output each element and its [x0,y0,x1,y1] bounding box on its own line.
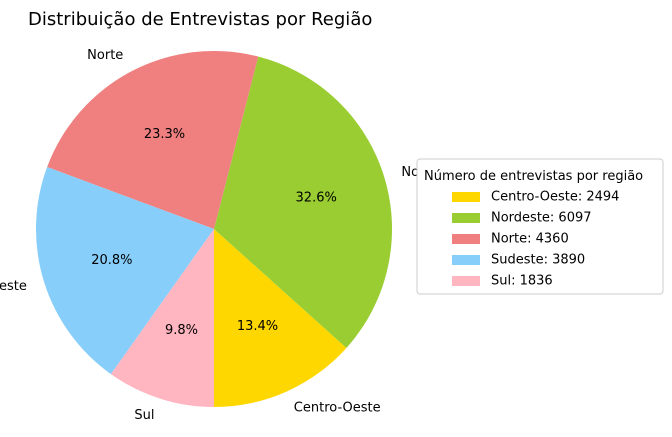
chart-title: Distribuição de Entrevistas por Região [28,9,372,30]
pie-slices [36,51,392,407]
legend-entries: Centro-Oeste: 2494 Nordeste: 6097 Norte: 4… [452,190,619,289]
pie-slice-nordeste [214,56,392,348]
legend-entry-centro-oeste: Centro-Oeste: 2494 [491,190,619,205]
legend-title: Número de entrevistas por região [424,169,643,184]
legend: Número de entrevistas por região Centro-… [416,158,664,295]
pct-label-nordeste: 32.6% [296,191,337,206]
legend-swatch-centro-oeste [452,192,480,202]
slice-label-norte: Norte [87,48,123,63]
pie-slice-sudeste [36,167,214,375]
legend-entry-sudeste: Sudeste: 3890 [491,253,585,268]
legend-swatch-norte [452,234,480,244]
legend-entry-sul: Sul: 1836 [491,274,553,289]
pct-label-sul: 9.8% [165,323,198,338]
pct-label-norte: 23.3% [144,127,185,142]
legend-swatch-sudeste [452,255,480,265]
legend-swatch-nordeste [452,213,480,223]
pie-slice-norte [47,51,259,229]
pie-slice-centro-oeste [214,229,347,407]
slice-label-centro-oeste: Centro-Oeste [294,400,381,415]
pct-label-sudeste: 20.8% [91,253,132,268]
legend-swatch-sul [452,276,480,286]
slice-label-sudeste: Sudeste [0,279,27,294]
legend-entry-norte: Norte: 4360 [491,232,569,247]
pct-label-centro-oeste: 13.4% [237,319,278,334]
legend-entry-nordeste: Nordeste: 6097 [491,211,592,226]
slice-label-sul: Sul [134,408,154,423]
pie-slice-sul [110,229,214,407]
